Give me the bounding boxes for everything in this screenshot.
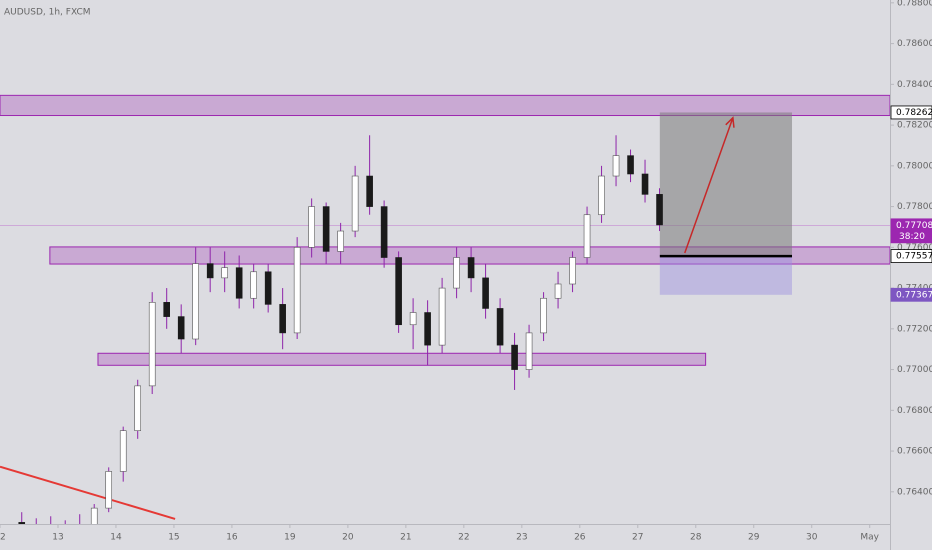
candle-body [641,173,649,195]
candle-body [163,302,170,317]
candle-body [438,287,446,346]
y-tick-label: 0.77200 [897,324,932,334]
candle-body [206,263,214,279]
price-label-box [890,105,932,120]
x-tick-label: 21 [400,533,411,543]
candle-body [395,257,402,326]
candle-body [105,471,113,509]
candle-body [221,267,228,279]
plot [0,94,890,524]
y-tick-label: 0.77600 [897,243,932,253]
candle-body [540,297,547,334]
candle-body [90,507,98,524]
candle-body [467,257,475,279]
x-tick-label: 29 [748,533,760,543]
price-label-box [890,249,932,263]
x-tick-label: 14 [110,533,122,543]
candle-body [554,283,562,299]
candle-body [511,344,518,370]
x-tick-label: 23 [516,533,527,543]
x-tick-label: 15 [168,533,179,543]
candle-body [583,214,591,258]
x-tick-label: 26 [574,533,586,543]
candle-body [409,312,417,326]
y-tick-label: 0.78200 [897,121,932,131]
candle-body [308,206,315,248]
price-label: 0.77708 [896,221,932,231]
candle-body [322,206,330,252]
y-tick-label: 0.77800 [897,202,932,212]
price-label-box [890,287,932,302]
candle-body [612,155,620,177]
candle-body [177,316,185,340]
candle-body [453,257,460,289]
candle-body [279,304,286,334]
x-tick-label: 12 [0,533,6,543]
candle-body [192,263,199,340]
candle-body [656,194,663,226]
zone [0,94,890,117]
arrow-head [725,116,735,128]
countdown: 38:20 [899,232,925,242]
candle-body [482,277,489,309]
candle-body [119,430,127,472]
x-tick-label: 28 [690,533,702,543]
candle-body [569,257,576,285]
candle-body [250,271,257,299]
trendline [0,465,176,520]
x-tick-label: May [860,533,879,543]
candle-body [525,332,533,370]
x-tick-label: 30 [806,533,818,543]
candle-body [148,302,156,387]
y-tick-label: 0.78600 [897,39,932,49]
candle-body [134,385,142,431]
x-tick-label: 16 [226,533,238,543]
candle-body [424,312,431,346]
y-tick-label: 0.78800 [897,0,932,8]
zone [97,352,707,366]
arrow-shaft [684,117,734,254]
candle-body [496,308,504,346]
x-tick-label: 13 [52,533,63,543]
loss-area [659,256,793,295]
x-tick-label: 20 [342,533,354,543]
y-tick-label: 0.76800 [897,406,932,416]
candle-body [293,247,301,334]
candle-body [380,206,388,258]
candle-body [351,175,359,232]
chart-title: AUDUSD, 1h, FXCM [4,8,91,18]
candle-body [235,267,243,299]
candle-body [598,175,605,216]
candle-body [337,230,344,252]
candle-body [264,271,272,305]
candle-body [627,155,634,175]
x-tick-label: 22 [458,533,469,543]
price-label-box [890,218,932,244]
y-tick-label: 0.76600 [897,447,932,457]
x-tick-label: 27 [632,533,643,543]
y-tick-label: 0.76400 [897,487,932,497]
y-tick-label: 0.78400 [897,80,932,90]
profit-area [659,112,793,257]
y-tick-label: 0.78000 [897,161,932,171]
price-label: 0.77557 [896,252,932,262]
y-tick-label: 0.77000 [897,365,932,375]
x-tick-label: 19 [284,533,296,543]
candle-body [366,175,373,207]
price-label: 0.77367 [896,290,932,300]
candle-body [18,522,26,524]
price-label: 0.78262 [896,108,932,118]
